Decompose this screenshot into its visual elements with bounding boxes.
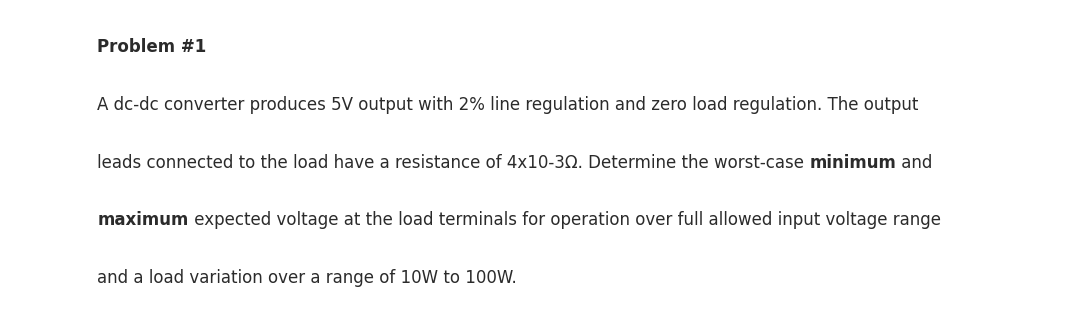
- Text: expected voltage at the load terminals for operation over full allowed input vol: expected voltage at the load terminals f…: [189, 211, 941, 229]
- Text: Problem #1: Problem #1: [97, 38, 206, 56]
- Text: maximum: maximum: [97, 211, 189, 229]
- Text: and: and: [896, 154, 933, 172]
- Text: A dc-dc converter produces 5V output with 2% line regulation and zero load regul: A dc-dc converter produces 5V output wit…: [97, 96, 919, 114]
- Text: and a load variation over a range of 10W to 100W.: and a load variation over a range of 10W…: [97, 269, 517, 287]
- Text: minimum: minimum: [809, 154, 896, 172]
- Text: leads connected to the load have a resistance of 4x10-3Ω. Determine the worst-ca: leads connected to the load have a resis…: [97, 154, 809, 172]
